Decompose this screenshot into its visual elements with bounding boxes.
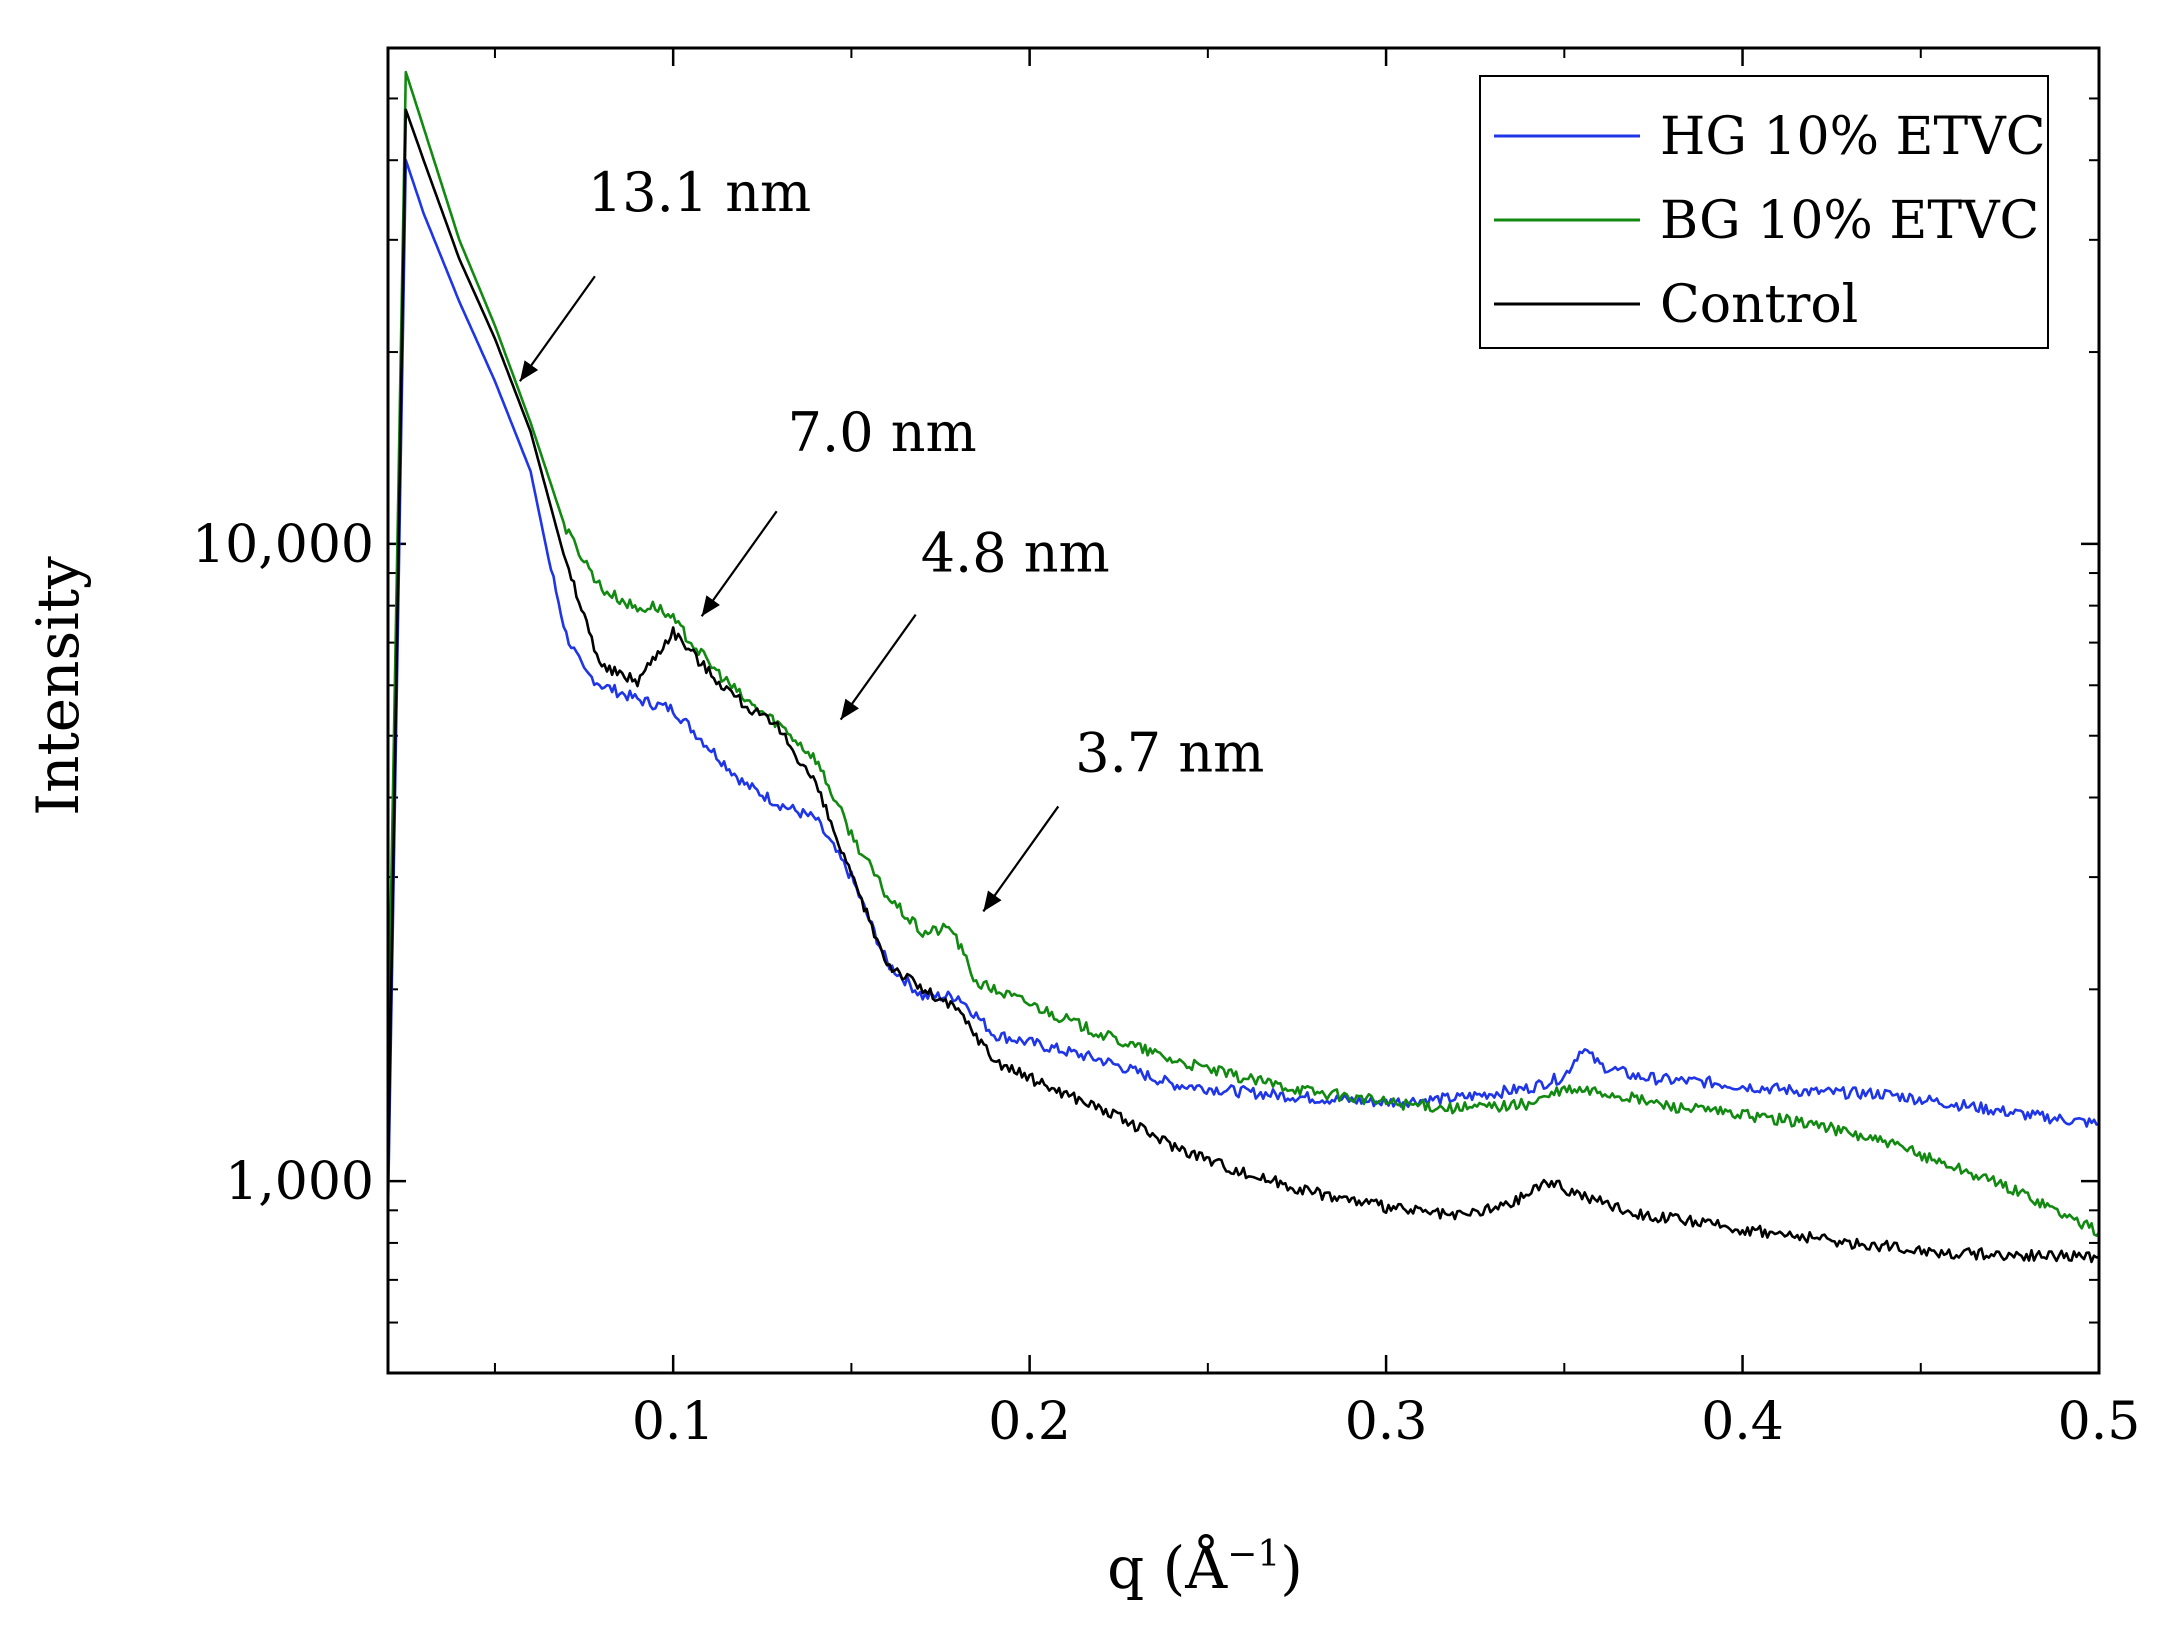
- x-axis-title: q (Å−1): [1107, 1534, 1303, 1602]
- x-tick-label: 0.4: [1701, 1392, 1784, 1452]
- series-line-control: [388, 108, 2099, 1264]
- y-axis-ticks: 1,000 10,000: [192, 47, 2099, 1374]
- annotation-label: 7.0 nm: [788, 401, 977, 464]
- y-tick-label: 1,000: [225, 1152, 374, 1212]
- legend-label: BG 10% ETVC: [1660, 191, 2039, 251]
- series-line-bg-10-etvc: [388, 70, 2099, 1237]
- annotation-label: 4.8 nm: [921, 522, 1110, 585]
- x-tick-label: 0.5: [2058, 1392, 2141, 1452]
- legend-label: Control: [1660, 275, 1858, 335]
- legend-label: HG 10% ETVC: [1660, 107, 2046, 167]
- x-axis-title-close: ): [1280, 1534, 1303, 1602]
- x-tick-label: 0.3: [1345, 1392, 1428, 1452]
- annotation-layer: 13.1 nm 7.0 nm 4.8 nm 3.7 nm: [518, 161, 1264, 913]
- annotation-arrow: [518, 275, 596, 382]
- y-axis-title: Intensity: [24, 556, 92, 816]
- series-line-hg-10-etvc: [388, 158, 2099, 1211]
- annotation-arrow: [700, 510, 778, 617]
- legend: HG 10% ETVC BG 10% ETVC Control: [1479, 75, 2049, 349]
- annotation-arrow: [982, 805, 1060, 913]
- annotation-arrow: [839, 613, 917, 721]
- x-axis-title-superscript: −1: [1227, 1534, 1280, 1575]
- plot-frame: [386, 46, 2101, 1375]
- y-tick-label: 10,000: [192, 515, 374, 575]
- x-axis-ticks: 0.1 0.2 0.3 0.4 0.5: [493, 48, 2141, 1452]
- annotation-label: 3.7 nm: [1075, 721, 1264, 784]
- x-tick-label: 0.2: [988, 1392, 1071, 1452]
- annotation-label: 13.1 nm: [588, 161, 811, 224]
- x-tick-label: 0.1: [632, 1392, 715, 1452]
- series-layer: [388, 70, 2099, 1264]
